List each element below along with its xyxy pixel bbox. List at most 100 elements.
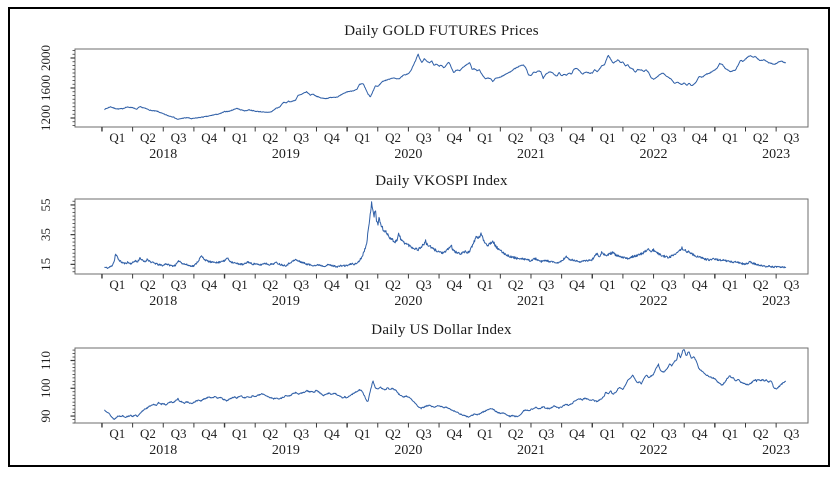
svg-text:Q4: Q4 (446, 130, 462, 145)
svg-text:Q3: Q3 (661, 277, 677, 292)
svg-text:Q2: Q2 (630, 277, 646, 292)
svg-text:Q1: Q1 (109, 130, 125, 145)
svg-text:2019: 2019 (272, 443, 300, 458)
svg-text:Q3: Q3 (784, 277, 800, 292)
svg-text:Q3: Q3 (784, 426, 800, 441)
svg-text:Q3: Q3 (661, 426, 677, 441)
vkospi-line-plot: Q1 Q2 Q3 Q4 2018 Q1 Q2 Q3 Q4 2019 Q1 Q2 Q3 Q4 2020 Q1 Q2… (38, 198, 809, 309)
svg-text:Q1: Q1 (232, 426, 248, 441)
svg-text:Q1: Q1 (354, 426, 370, 441)
svg-text:Q3: Q3 (661, 130, 677, 145)
svg-text:Q4: Q4 (692, 130, 708, 145)
svg-text:Q2: Q2 (508, 277, 524, 292)
svg-text:Q1: Q1 (354, 277, 370, 292)
svg-text:2021: 2021 (517, 443, 545, 458)
svg-text:Q4: Q4 (446, 277, 462, 292)
svg-text:2021: 2021 (517, 147, 545, 162)
svg-text:Q2: Q2 (140, 130, 156, 145)
svg-text:100: 100 (38, 379, 53, 399)
svg-text:Q2: Q2 (140, 277, 156, 292)
svg-text:2022: 2022 (640, 147, 668, 162)
svg-text:Q3: Q3 (171, 130, 187, 145)
usd-index-line-plot: Q1 Q2 Q3 Q4 2018 Q1 Q2 Q3 Q4 2019 Q1 Q2 Q3 Q4 2020 Q1 Q2… (38, 347, 809, 458)
svg-text:2018: 2018 (149, 294, 177, 309)
svg-text:Q2: Q2 (630, 130, 646, 145)
svg-text:Q4: Q4 (201, 277, 217, 292)
svg-text:Q2: Q2 (385, 426, 401, 441)
svg-text:2000: 2000 (38, 45, 53, 71)
svg-text:1600: 1600 (38, 75, 53, 101)
svg-text:Q3: Q3 (538, 130, 554, 145)
svg-text:Q4: Q4 (201, 426, 217, 441)
gold-futures-line-plot: Q1 Q2 Q3 Q4 2018 Q1 Q2 Q3 Q4 2019 Q1 Q2 Q3 Q4 2020 Q1 Q2… (38, 45, 809, 162)
svg-text:Q4: Q4 (569, 426, 585, 441)
svg-text:Q4: Q4 (692, 277, 708, 292)
chart-title-vkospi: Daily VKOSPI Index (375, 173, 508, 189)
svg-text:Q1: Q1 (477, 426, 493, 441)
svg-text:Q1: Q1 (600, 277, 616, 292)
svg-text:Q2: Q2 (385, 130, 401, 145)
svg-text:55: 55 (38, 198, 53, 211)
svg-text:110: 110 (38, 351, 53, 370)
svg-text:Q4: Q4 (201, 130, 217, 145)
svg-text:Q1: Q1 (722, 130, 738, 145)
svg-text:Q4: Q4 (446, 426, 462, 441)
svg-text:15: 15 (38, 258, 53, 271)
svg-text:Q2: Q2 (753, 426, 769, 441)
svg-text:Q1: Q1 (477, 130, 493, 145)
svg-text:Q3: Q3 (416, 277, 432, 292)
svg-text:2023: 2023 (762, 147, 790, 162)
svg-text:Q3: Q3 (538, 277, 554, 292)
svg-text:Q3: Q3 (293, 426, 309, 441)
figure-frame: Daily GOLD FUTURES Prices Q1 Q2 Q3 Q4 2018 Q1… (8, 7, 830, 467)
svg-text:Q3: Q3 (416, 130, 432, 145)
svg-text:Q3: Q3 (293, 130, 309, 145)
svg-text:Q1: Q1 (477, 277, 493, 292)
svg-text:2022: 2022 (640, 294, 668, 309)
svg-text:2019: 2019 (272, 294, 300, 309)
svg-text:2018: 2018 (149, 443, 177, 458)
svg-text:Q2: Q2 (630, 426, 646, 441)
svg-text:Q2: Q2 (263, 130, 279, 145)
svg-text:35: 35 (38, 228, 53, 241)
chart-title-gold: Daily GOLD FUTURES Prices (344, 23, 539, 39)
svg-text:2023: 2023 (762, 443, 790, 458)
svg-text:Q2: Q2 (263, 277, 279, 292)
svg-text:Q1: Q1 (109, 277, 125, 292)
svg-text:Q3: Q3 (293, 277, 309, 292)
svg-text:2020: 2020 (394, 147, 422, 162)
svg-text:Q3: Q3 (171, 277, 187, 292)
svg-text:2019: 2019 (272, 147, 300, 162)
svg-text:Q1: Q1 (354, 130, 370, 145)
vkospi-chart-panel: Daily VKOSPI Index Q1 Q2 Q3 Q4 2018 Q1 Q2 Q3 Q4 2… (10, 167, 837, 319)
svg-text:Q2: Q2 (508, 426, 524, 441)
svg-text:Q4: Q4 (569, 277, 585, 292)
svg-text:Q3: Q3 (171, 426, 187, 441)
svg-text:Q2: Q2 (263, 426, 279, 441)
svg-text:Q2: Q2 (753, 277, 769, 292)
svg-text:2018: 2018 (149, 147, 177, 162)
svg-text:2022: 2022 (640, 443, 668, 458)
chart-title-usd: Daily US Dollar Index (371, 322, 512, 338)
svg-text:Q1: Q1 (109, 426, 125, 441)
svg-text:2021: 2021 (517, 294, 545, 309)
svg-text:Q2: Q2 (385, 277, 401, 292)
svg-text:Q3: Q3 (784, 130, 800, 145)
svg-text:2023: 2023 (762, 294, 790, 309)
svg-text:1200: 1200 (38, 105, 53, 131)
svg-text:Q2: Q2 (140, 426, 156, 441)
svg-text:Q1: Q1 (722, 277, 738, 292)
svg-text:Q4: Q4 (324, 277, 340, 292)
svg-text:Q2: Q2 (753, 130, 769, 145)
svg-text:Q4: Q4 (692, 426, 708, 441)
svg-text:2020: 2020 (394, 443, 422, 458)
svg-text:Q4: Q4 (324, 130, 340, 145)
svg-text:Q2: Q2 (508, 130, 524, 145)
svg-text:90: 90 (38, 410, 53, 423)
svg-text:Q4: Q4 (569, 130, 585, 145)
svg-text:Q1: Q1 (232, 277, 248, 292)
svg-text:Q4: Q4 (324, 426, 340, 441)
svg-text:Q1: Q1 (600, 426, 616, 441)
svg-text:Q3: Q3 (416, 426, 432, 441)
svg-text:Q3: Q3 (538, 426, 554, 441)
